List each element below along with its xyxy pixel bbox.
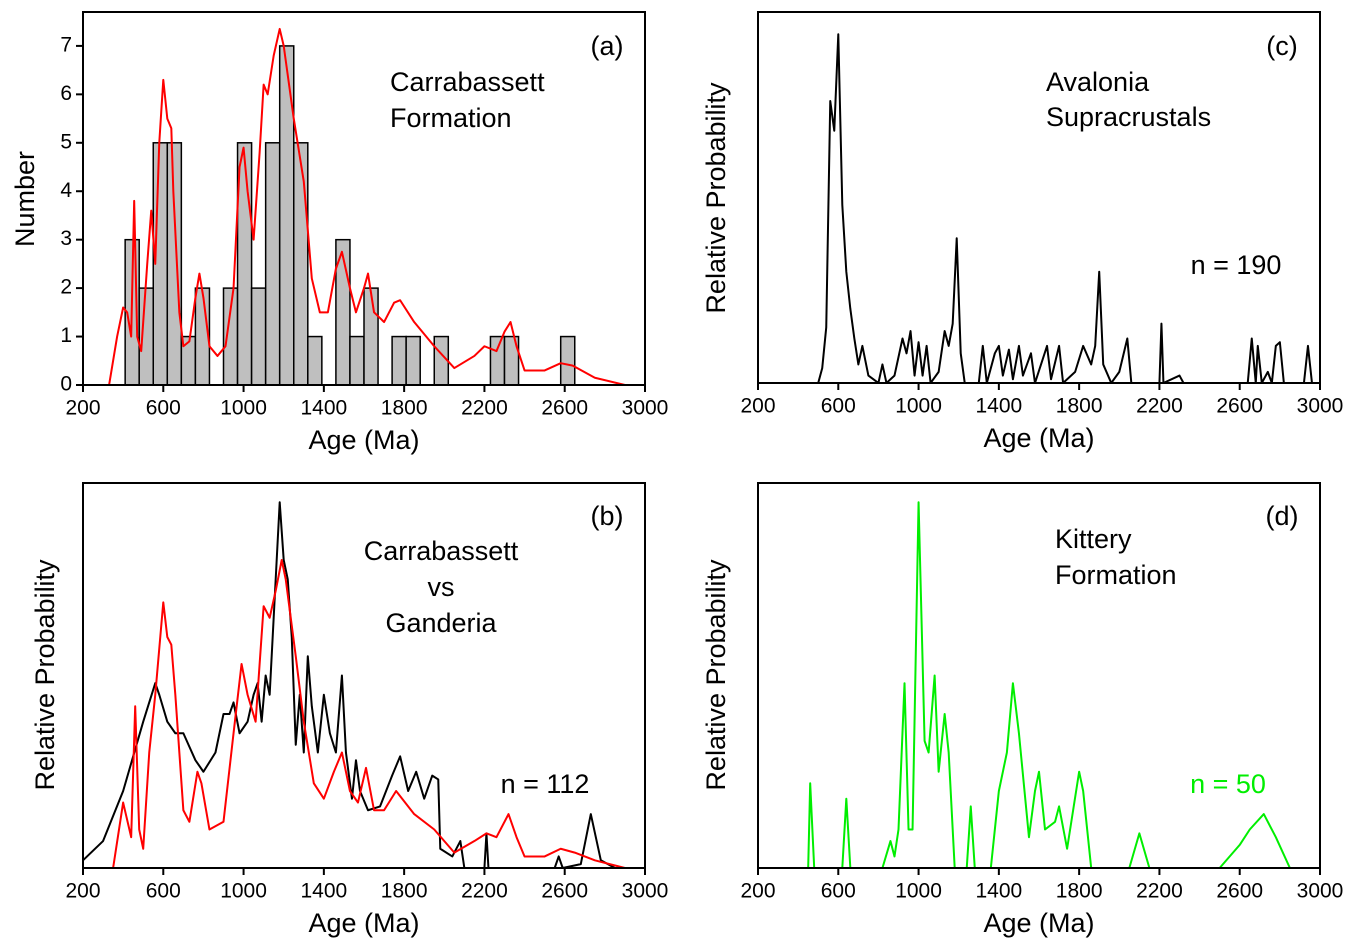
annotation: (d) [1266, 501, 1299, 531]
histogram-bar [293, 142, 309, 386]
density-curve [108, 27, 626, 386]
y-tick-label: 5 [60, 130, 72, 153]
x-tick-label: 2600 [1216, 395, 1263, 418]
y-axis-label: Relative Probability [30, 559, 60, 791]
x-tick-label: 1000 [895, 880, 942, 903]
y-axis-label: Relative Probability [701, 559, 731, 791]
y-tick-label: 2 [60, 276, 72, 299]
y-tick-label: 7 [60, 33, 72, 56]
y-tick-label: 6 [60, 82, 72, 105]
histogram-bar [559, 335, 576, 386]
histogram-bar [391, 335, 407, 386]
density-curve [112, 559, 626, 869]
histogram-bar [489, 335, 506, 386]
x-tick-label: 1000 [220, 880, 267, 903]
annotation: Carrabassett [390, 67, 545, 97]
x-tick-label: 600 [146, 880, 181, 903]
x-tick-label: 2200 [1136, 395, 1183, 418]
annotation: Formation [390, 103, 512, 133]
x-tick-label: 600 [146, 397, 181, 420]
annotation: vs [428, 572, 455, 602]
annotation: Avalonia [1046, 67, 1150, 97]
annotation: Supracrustals [1046, 102, 1211, 132]
x-tick-label: 1400 [975, 880, 1022, 903]
x-axis-label: Age (Ma) [983, 423, 1094, 453]
y-axis-label: Relative Probability [701, 82, 731, 314]
histogram-bar [363, 287, 379, 386]
y-tick-label: 4 [60, 179, 72, 202]
annotation: n = 50 [1190, 769, 1266, 799]
annotation: Formation [1055, 560, 1177, 590]
x-axis-label: Age (Ma) [983, 908, 1094, 938]
x-tick-label: 600 [821, 880, 856, 903]
histogram-bar [433, 335, 450, 386]
annotation: n = 190 [1191, 250, 1282, 280]
x-tick-label: 600 [821, 395, 856, 418]
density-curve [798, 501, 1320, 869]
annotation: Ganderia [385, 608, 497, 638]
x-axis-label: Age (Ma) [308, 425, 419, 455]
y-axis-label: Number [10, 151, 40, 247]
x-tick-label: 1000 [220, 397, 267, 420]
annotation: Kittery [1055, 524, 1132, 554]
plot-frame [82, 11, 646, 386]
histogram-bar [166, 142, 183, 386]
x-tick-label: 1400 [300, 880, 347, 903]
y-tick-label: 1 [60, 324, 72, 347]
annotation: (c) [1266, 31, 1297, 61]
histogram-bar [405, 335, 421, 386]
x-tick-label: 1800 [381, 880, 428, 903]
x-axis-label: Age (Ma) [308, 908, 419, 938]
x-tick-label: 2600 [541, 880, 588, 903]
x-tick-label: 1400 [975, 395, 1022, 418]
x-tick-label: 3000 [622, 880, 669, 903]
plot-frame [757, 482, 1321, 869]
x-tick-label: 200 [65, 880, 100, 903]
x-tick-label: 2600 [1216, 880, 1263, 903]
plot-frame [82, 482, 646, 869]
histogram-bar [307, 335, 323, 386]
plot-frame [757, 11, 1321, 384]
x-tick-label: 3000 [622, 397, 669, 420]
x-tick-label: 2600 [541, 397, 588, 420]
y-tick-label: 3 [60, 227, 72, 250]
x-tick-label: 200 [740, 880, 775, 903]
x-tick-label: 1400 [300, 397, 347, 420]
annotation: (a) [591, 31, 624, 61]
x-tick-label: 2200 [461, 880, 508, 903]
x-tick-label: 3000 [1297, 395, 1344, 418]
x-tick-label: 1800 [1056, 880, 1103, 903]
x-tick-label: 2200 [1136, 880, 1183, 903]
x-tick-label: 2200 [461, 397, 508, 420]
x-tick-label: 200 [740, 395, 775, 418]
x-tick-label: 1800 [1056, 395, 1103, 418]
x-tick-label: 3000 [1297, 880, 1344, 903]
x-tick-label: 1800 [381, 397, 428, 420]
x-tick-label: 1000 [895, 395, 942, 418]
x-tick-label: 200 [65, 397, 100, 420]
annotation: Carrabassett [364, 536, 519, 566]
histogram-bar [250, 287, 267, 386]
annotation: n = 112 [501, 769, 590, 799]
annotation: (b) [591, 501, 624, 531]
histogram-bar [349, 335, 365, 386]
histogram-bar [264, 142, 281, 386]
y-tick-label: 0 [60, 373, 72, 396]
